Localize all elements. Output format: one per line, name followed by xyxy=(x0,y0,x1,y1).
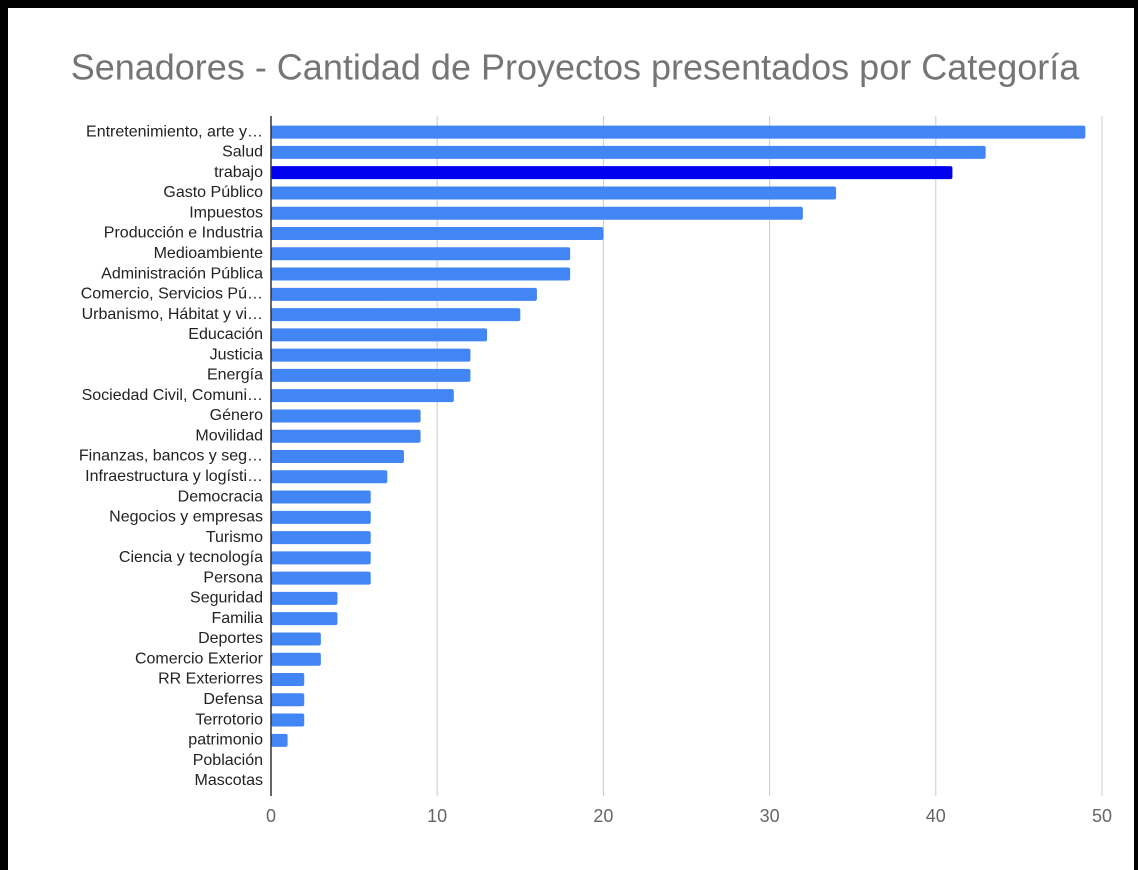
bar xyxy=(271,591,338,605)
bar xyxy=(271,348,471,362)
bar xyxy=(271,551,371,565)
bar xyxy=(271,733,288,747)
x-tick-label: 30 xyxy=(760,806,780,826)
bar xyxy=(271,531,371,545)
y-tick-label: Turismo xyxy=(206,529,263,546)
y-tick-label: RR Exteriorres xyxy=(158,671,263,688)
bar xyxy=(271,308,521,322)
y-tick-label: Educación xyxy=(188,326,263,343)
bar xyxy=(271,652,321,666)
y-tick-label: Urbanismo, Hábitat y vi… xyxy=(82,306,263,323)
y-tick-label: Persona xyxy=(203,569,263,586)
y-tick-label: patrimonio xyxy=(188,732,263,749)
y-tick-label: Salud xyxy=(222,144,263,161)
bar xyxy=(271,328,488,342)
bar xyxy=(271,571,371,585)
bar xyxy=(271,429,421,443)
bar xyxy=(271,368,471,382)
y-tick-label: Infraestructura y logísti… xyxy=(85,468,263,485)
x-tick-label: 0 xyxy=(266,806,276,826)
x-tick-label: 20 xyxy=(593,806,613,826)
bar xyxy=(271,470,388,484)
bar xyxy=(271,632,321,646)
y-tick-label: Producción e Industria xyxy=(104,225,263,242)
bar xyxy=(271,145,986,159)
bar xyxy=(271,450,404,463)
y-tick-label: Democracia xyxy=(178,488,263,505)
y-tick-label: Población xyxy=(193,752,263,769)
bar xyxy=(271,206,803,220)
y-tick-label: Ciencia y tecnología xyxy=(119,549,263,566)
x-tick-label: 10 xyxy=(427,806,447,826)
y-tick-label: Terrotorio xyxy=(195,711,263,728)
bar xyxy=(271,389,454,403)
bar xyxy=(271,713,305,727)
y-tick-label: Justicia xyxy=(210,346,263,363)
chart-title: Senadores - Cantidad de Proyectos presen… xyxy=(71,47,1081,88)
x-tick-label: 50 xyxy=(1092,806,1112,826)
y-tick-label: Impuestos xyxy=(189,204,263,221)
y-tick-label: trabajo xyxy=(214,164,263,181)
bar xyxy=(271,125,1086,139)
y-tick-label: Comercio, Servicios Pú… xyxy=(81,286,263,303)
x-tick-label: 40 xyxy=(926,806,946,826)
y-tick-label: Defensa xyxy=(203,691,263,708)
bar xyxy=(271,287,537,301)
bar xyxy=(271,409,421,423)
y-tick-label: Deportes xyxy=(198,630,263,647)
bar xyxy=(271,186,837,200)
y-tick-label: Sociedad Civil, Comuni… xyxy=(82,387,263,404)
bar xyxy=(271,227,604,240)
y-tick-label: Gasto Público xyxy=(163,184,263,201)
y-tick-label: Movilidad xyxy=(195,427,263,444)
bar xyxy=(271,693,305,707)
bar xyxy=(271,267,571,281)
bar xyxy=(271,510,371,524)
y-tick-label: Energía xyxy=(207,367,263,384)
bar xyxy=(271,166,953,180)
y-tick-label: Género xyxy=(210,407,263,424)
y-tick-label: Mascotas xyxy=(195,772,263,789)
bar xyxy=(271,673,305,686)
y-tick-label: Entretenimiento, arte y… xyxy=(86,123,263,140)
y-tick-label: Negocios y empresas xyxy=(109,509,263,526)
bar xyxy=(271,490,371,504)
y-tick-label: Finanzas, bancos y seg… xyxy=(79,448,263,465)
y-tick-label: Seguridad xyxy=(190,590,263,607)
y-tick-label: Comercio Exterior xyxy=(135,650,264,667)
bar xyxy=(271,247,571,261)
y-tick-label: Familia xyxy=(211,610,263,627)
y-tick-label: Medioambiente xyxy=(154,245,264,262)
bar xyxy=(271,612,338,626)
y-tick-label: Administración Pública xyxy=(101,265,263,282)
